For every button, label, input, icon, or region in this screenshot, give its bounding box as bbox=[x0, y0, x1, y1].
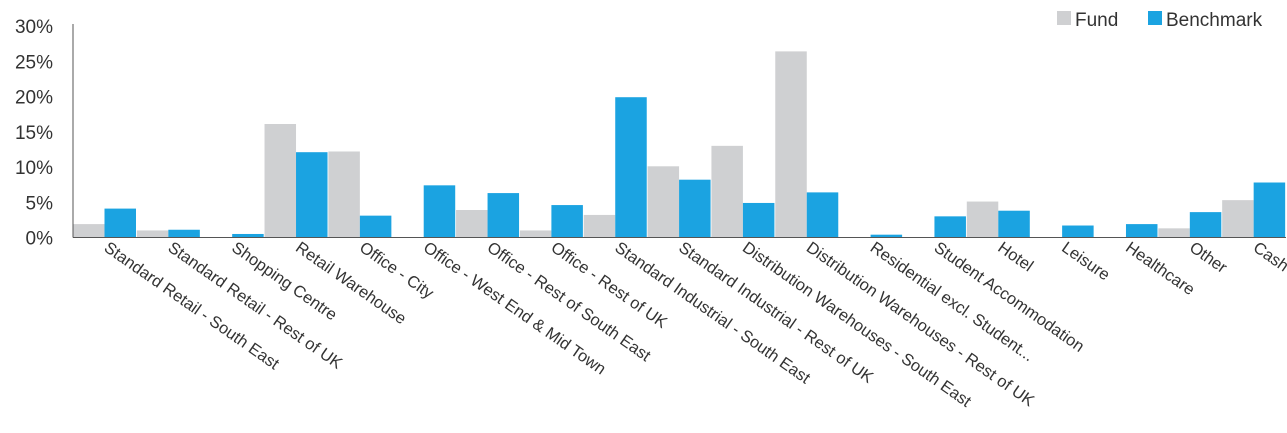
y-tick-label: 15% bbox=[15, 123, 53, 144]
bar-fund-office-rest-of-uk bbox=[519, 230, 552, 238]
bar-benchmark-healthcare bbox=[1125, 224, 1158, 238]
y-tick-label: 0% bbox=[26, 229, 54, 250]
x-tick-label: Leisure bbox=[1058, 239, 1113, 285]
legend-swatch-fund bbox=[1057, 11, 1071, 25]
x-tick-label: Other bbox=[1186, 239, 1231, 278]
bar-benchmark-student-accommodation bbox=[934, 216, 966, 238]
bar-fund-standard-industrial-rest-of-uk bbox=[647, 166, 680, 238]
x-tick-label: Hotel bbox=[994, 239, 1036, 276]
bar-benchmark-office-rest-of-south-east bbox=[487, 193, 520, 238]
bar-benchmark-standard-industrial-rest-of-uk bbox=[679, 179, 711, 238]
bar-fund-distribution-warehouses-south-east bbox=[711, 145, 743, 238]
legend-swatch-benchmark bbox=[1148, 11, 1162, 25]
y-tick-label: 10% bbox=[15, 158, 53, 179]
bar-benchmark-other bbox=[1189, 212, 1222, 238]
bar-fund-office-city bbox=[328, 151, 360, 238]
bar-benchmark-standard-retail-south-east bbox=[104, 208, 136, 238]
x-tick-label: Shopping Centre bbox=[228, 239, 340, 325]
x-tick-label: Distribution Warehouses - Rest of UK bbox=[803, 239, 1037, 411]
bar-benchmark-distribution-warehouses-rest-of-uk bbox=[806, 192, 839, 238]
y-tick-label: 25% bbox=[15, 52, 53, 73]
bar-fund-standard-retail-rest-of-uk bbox=[136, 230, 169, 238]
y-tick-label: 30% bbox=[15, 17, 53, 38]
bar-benchmark-cash bbox=[1253, 182, 1286, 238]
bar-fund-cash bbox=[1222, 200, 1254, 238]
bar-benchmark-office-city bbox=[359, 215, 392, 238]
legend: Fund Benchmark bbox=[1057, 10, 1263, 31]
x-tick-label: Retail Warehouse bbox=[292, 239, 409, 329]
bar-benchmark-office-rest-of-uk bbox=[551, 205, 583, 238]
bar-benchmark-shopping-centre bbox=[232, 233, 264, 238]
bar-benchmark-office-west-end-mid-town bbox=[423, 185, 456, 238]
y-axis-tick-labels: 0% 5% 10% 15% 20% 25% 30% bbox=[15, 17, 53, 250]
bar-fund-standard-retail-south-east bbox=[73, 224, 105, 238]
bar-fund-office-rest-of-south-east bbox=[456, 210, 488, 238]
bar-benchmark-standard-retail-rest-of-uk bbox=[168, 229, 200, 238]
y-tick-label: 5% bbox=[26, 193, 54, 214]
x-tick-label: Distribution Warehouses - South East bbox=[739, 239, 975, 411]
bar-fund-distribution-warehouses-rest-of-uk bbox=[775, 51, 807, 238]
legend-label-fund: Fund bbox=[1075, 10, 1118, 31]
bar-fund-other bbox=[1158, 228, 1190, 238]
x-tick-label: Cash bbox=[1250, 239, 1287, 276]
bar-fund-retail-warehouse bbox=[264, 123, 297, 238]
bar-benchmark-standard-industrial-south-east bbox=[615, 97, 647, 238]
bar-benchmark-hotel bbox=[998, 210, 1030, 238]
bar-benchmark-residential-excl-student bbox=[870, 234, 903, 238]
bar-benchmark-retail-warehouse bbox=[296, 152, 328, 238]
bar-fund-hotel bbox=[966, 201, 999, 238]
y-tick-label: 20% bbox=[15, 88, 53, 109]
bar-benchmark-distribution-warehouses-south-east bbox=[742, 202, 775, 238]
bar-fund-standard-industrial-south-east bbox=[583, 214, 616, 238]
x-tick-label: Healthcare bbox=[1122, 239, 1198, 300]
bar-benchmark-leisure bbox=[1062, 225, 1094, 238]
bars-group bbox=[73, 51, 1286, 238]
legend-label-benchmark: Benchmark bbox=[1166, 10, 1263, 31]
